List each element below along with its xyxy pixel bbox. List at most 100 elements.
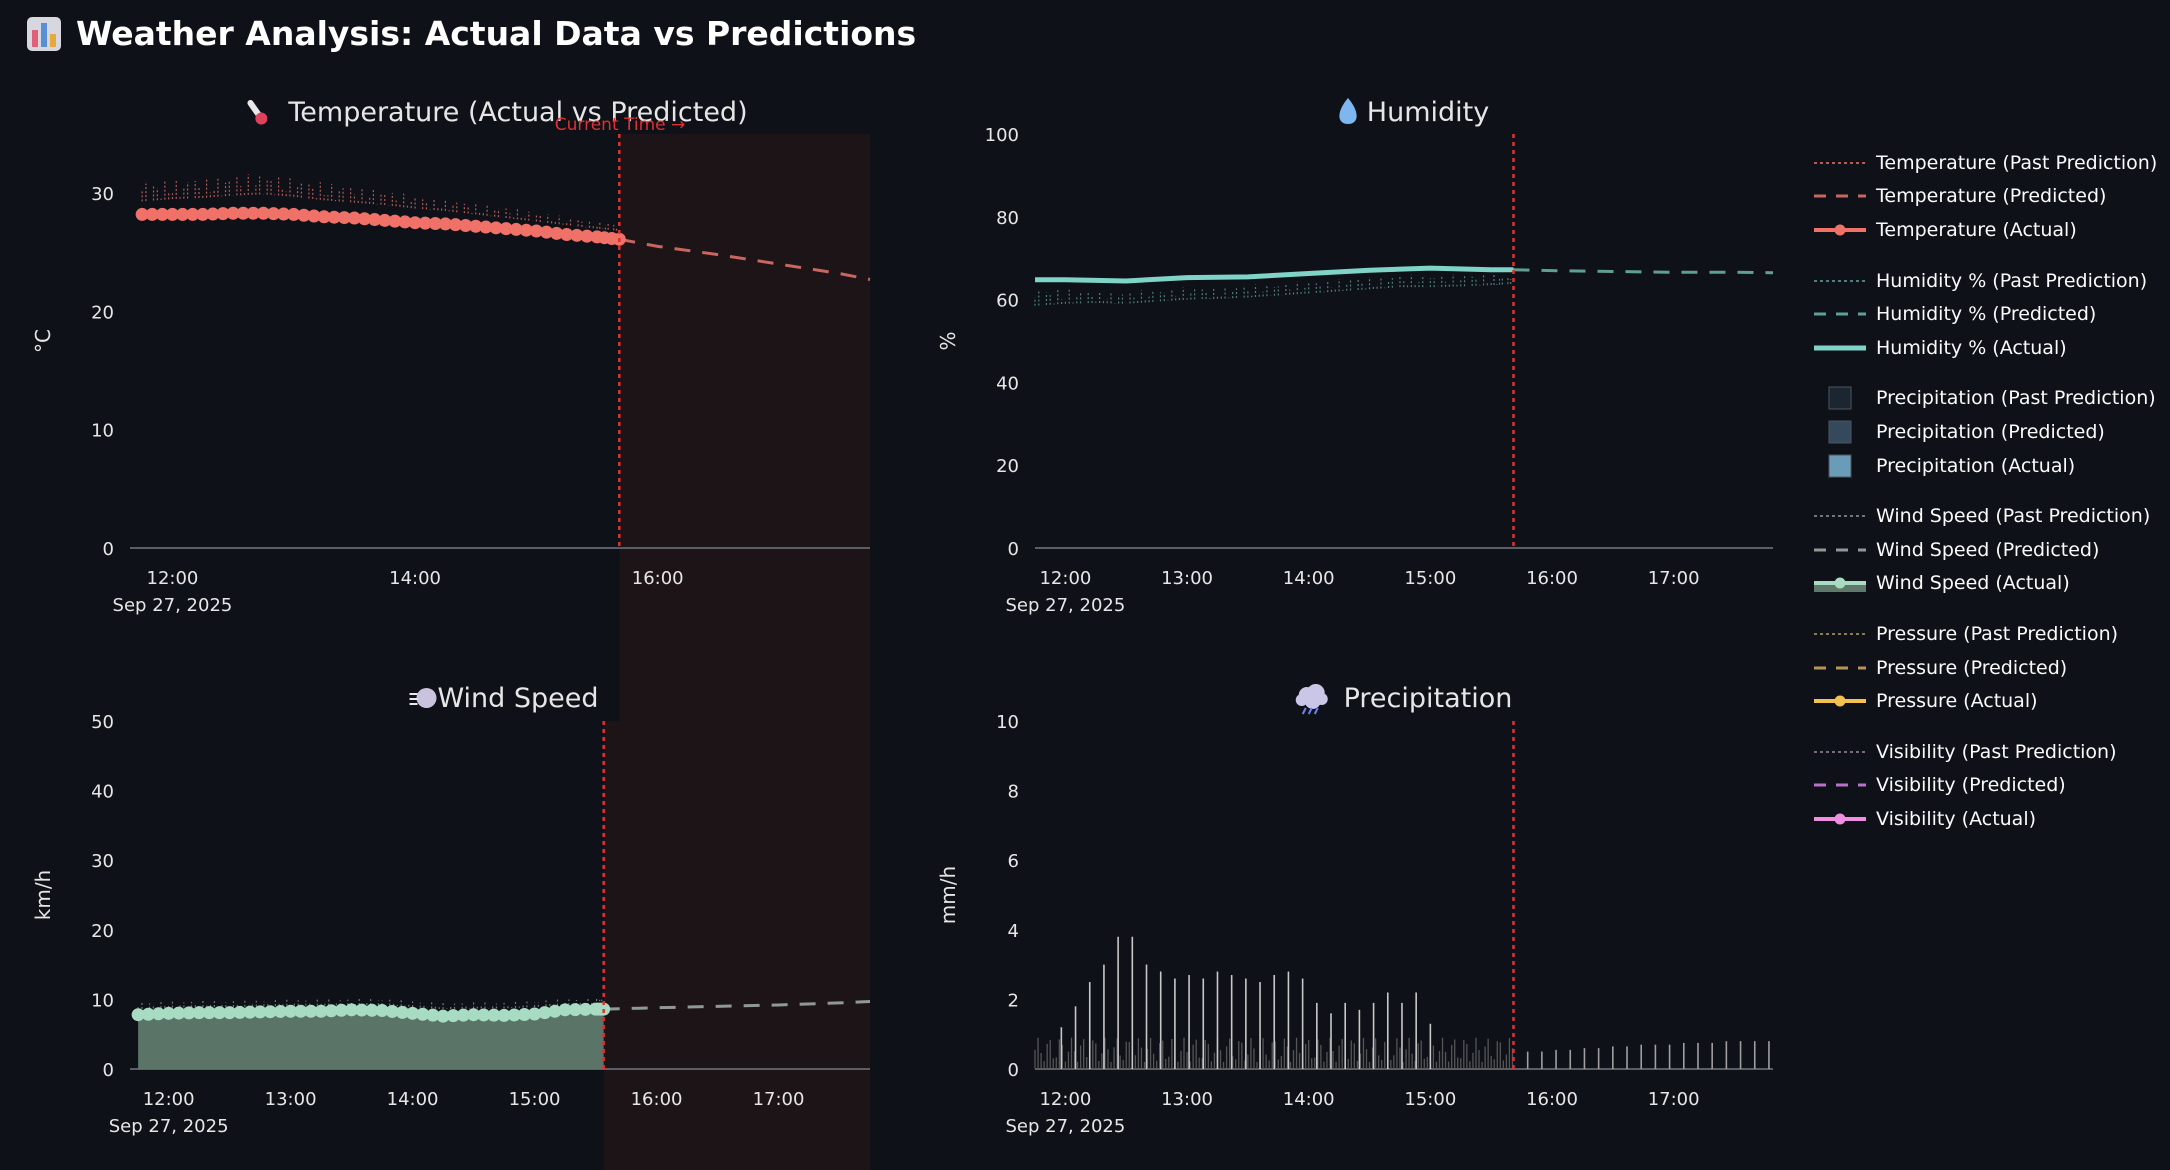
temperature-actual-point	[297, 208, 311, 222]
wind-chart-title: Wind Speed	[437, 683, 598, 714]
legend-label: Precipitation (Actual)	[1876, 454, 2076, 477]
legend-group-gap	[1812, 600, 2162, 617]
legend-item[interactable]: Temperature (Past Prediction)	[1812, 146, 2162, 180]
legend-label: Temperature (Past Prediction)	[1876, 151, 2158, 174]
legend-item[interactable]: Humidity % (Past Prediction)	[1812, 264, 2162, 298]
humidity-y-axis-label: %	[936, 331, 960, 350]
precipitation-x-date-label: Sep 27, 2025	[1006, 1116, 1126, 1137]
wind-actual-point	[192, 1006, 206, 1020]
wind-actual-point	[233, 1005, 247, 1019]
temperature-actual-point	[256, 206, 270, 220]
legend-item[interactable]: Temperature (Actual)	[1812, 213, 2162, 247]
temperature-actual-point	[145, 207, 159, 221]
rain-cloud-icon	[1295, 684, 1328, 715]
wind-actual-point	[243, 1005, 257, 1019]
legend-item[interactable]: Pressure (Past Prediction)	[1812, 617, 2162, 651]
wind-y-axis-label: km/h	[31, 870, 55, 920]
humidity-x-tick-label: 13:00	[1161, 568, 1213, 589]
temperature-actual-point	[368, 213, 382, 227]
temperature-actual-point	[398, 215, 412, 229]
legend-group-gap	[1812, 718, 2162, 735]
wind-actual-point	[558, 1003, 572, 1017]
legend-item[interactable]: Wind Speed (Actual)	[1812, 567, 2162, 601]
legend-item[interactable]: Visibility (Actual)	[1812, 802, 2162, 836]
legend-swatch	[1814, 695, 1866, 707]
legend-label: Pressure (Predicted)	[1876, 656, 2068, 679]
thermometer-icon	[247, 99, 268, 125]
wind-actual-point	[324, 1004, 338, 1018]
wind-predicted-line	[603, 999, 871, 1011]
legend-swatch	[1814, 194, 1866, 198]
temperature-actual-point	[580, 229, 594, 243]
legend-swatch	[1828, 454, 1852, 478]
temperature-actual-point	[408, 216, 422, 230]
humidity-x-date-label: Sep 27, 2025	[1006, 595, 1126, 616]
legend-item[interactable]: Humidity % (Predicted)	[1812, 297, 2162, 331]
legend-item[interactable]: Wind Speed (Predicted)	[1812, 533, 2162, 567]
humidity-x-tick-label: 14:00	[1283, 568, 1335, 589]
wind-actual-point	[436, 1009, 450, 1023]
wind-actual-point	[497, 1008, 511, 1022]
wind-face-icon	[409, 688, 437, 708]
wind-x-date-label: Sep 27, 2025	[109, 1116, 229, 1137]
temperature-actual-point	[529, 224, 543, 238]
legend-swatch	[1814, 345, 1866, 351]
wind-actual-point	[172, 1006, 186, 1020]
legend-item[interactable]: Temperature (Predicted)	[1812, 180, 2162, 214]
legend-item[interactable]: Precipitation (Predicted)	[1812, 415, 2162, 449]
precipitation-chart-panel: Precipitation 0 2 4 6 8 10 mm/h 12:00 13:00 14:00 1…	[936, 683, 1773, 1137]
precipitation-x-tick-label: 16:00	[1526, 1089, 1578, 1110]
legend-swatch	[1828, 386, 1852, 410]
temperature-actual-point	[327, 210, 341, 224]
wind-actual-point	[548, 1004, 562, 1018]
legend-item[interactable]: Pressure (Predicted)	[1812, 651, 2162, 685]
wind-actual-point	[517, 1007, 531, 1021]
temperature-actual-point	[509, 222, 523, 236]
temperature-actual-point	[428, 217, 442, 231]
legend-item[interactable]: Visibility (Past Prediction)	[1812, 735, 2162, 769]
wind-x-tick-label: 16:00	[631, 1089, 683, 1110]
wind-actual-point	[151, 1007, 165, 1021]
wind-x-tick-label: 13:00	[265, 1089, 317, 1110]
temperature-actual-point	[378, 213, 392, 227]
temperature-actual-point	[186, 207, 200, 221]
legend-item[interactable]: Precipitation (Past Prediction)	[1812, 382, 2162, 416]
temperature-actual-point	[165, 207, 179, 221]
wind-actual-point	[223, 1006, 237, 1020]
legend-item[interactable]: Pressure (Actual)	[1812, 684, 2162, 718]
wind-y-tick-label: 20	[91, 921, 114, 942]
temperature-actual-point	[449, 218, 463, 232]
temperature-actual-point	[438, 217, 452, 231]
legend-item[interactable]: Precipitation (Actual)	[1812, 449, 2162, 483]
wind-x-tick-label: 17:00	[753, 1089, 805, 1110]
temperature-actual-point	[155, 207, 169, 221]
legend-label: Visibility (Past Prediction)	[1876, 740, 2117, 763]
temperature-y-tick-label: 0	[103, 539, 114, 560]
temperature-actual-point	[176, 207, 190, 221]
legend-swatch	[1814, 312, 1866, 316]
wind-actual-point	[477, 1008, 491, 1022]
wind-actual-point	[578, 1002, 592, 1016]
humidity-x-tick-label: 16:00	[1526, 568, 1578, 589]
temperature-actual-point	[479, 220, 493, 234]
wind-actual-point	[304, 1004, 318, 1018]
legend-label: Humidity % (Actual)	[1876, 336, 2067, 359]
precipitation-x-tick-label: 14:00	[1283, 1089, 1335, 1110]
temperature-x-tick-label: 14:00	[389, 568, 441, 589]
precipitation-y-tick-label: 0	[1008, 1060, 1019, 1081]
wind-actual-point	[456, 1008, 470, 1022]
wind-actual-point	[162, 1006, 176, 1020]
temperature-actual-point	[287, 207, 301, 221]
legend-swatch	[1814, 632, 1866, 635]
wind-actual-point	[426, 1008, 440, 1022]
wind-y-tick-label: 50	[91, 712, 114, 733]
legend-item[interactable]: Visibility (Predicted)	[1812, 769, 2162, 803]
legend-item[interactable]: Wind Speed (Past Prediction)	[1812, 499, 2162, 533]
legend-item[interactable]: Humidity % (Actual)	[1812, 331, 2162, 365]
temperature-chart-title: Temperature (Actual vs Predicted)	[287, 97, 747, 128]
legend: Temperature (Past Prediction) Temperature…	[1812, 146, 2162, 836]
legend-label: Humidity % (Past Prediction)	[1876, 269, 2148, 292]
wind-y-tick-label: 10	[91, 990, 114, 1011]
temperature-actual-point	[358, 212, 372, 226]
temperature-actual-point	[317, 210, 331, 224]
